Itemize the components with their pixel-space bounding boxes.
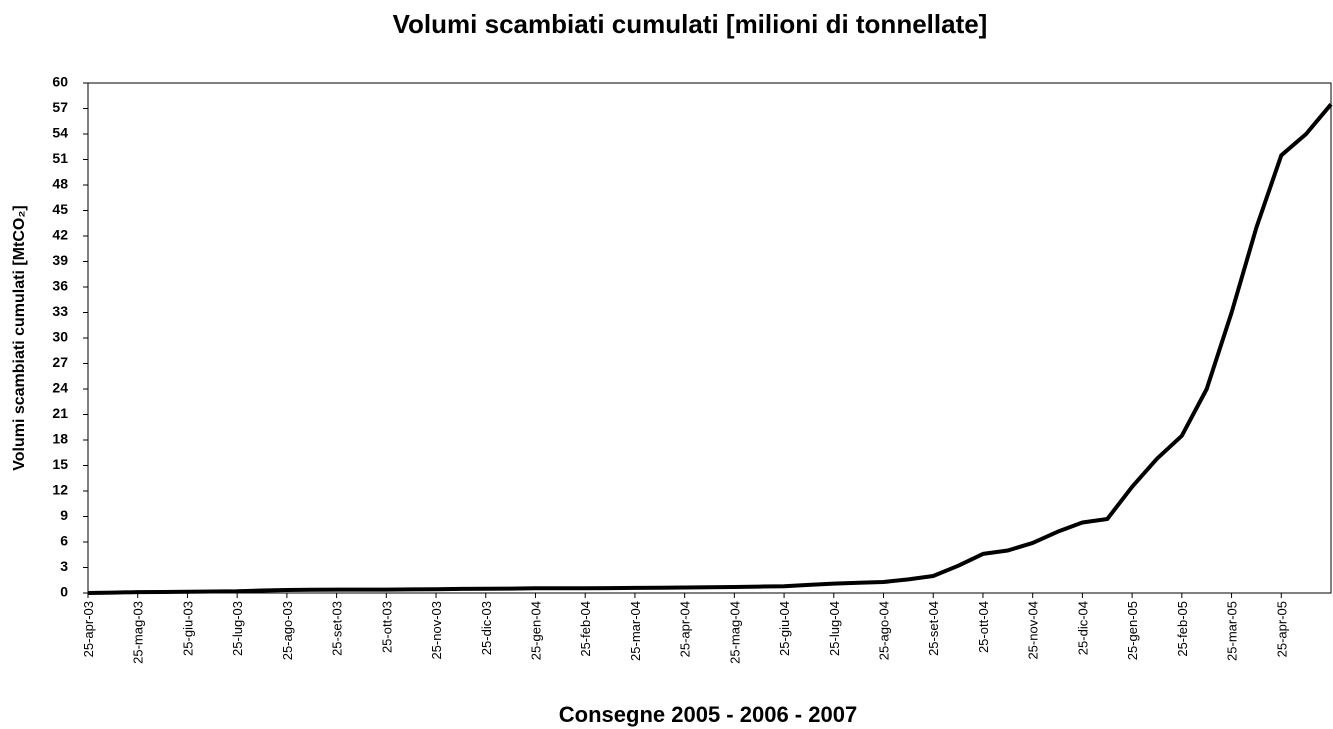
x-tick-label: 25-dic-03	[479, 601, 494, 655]
x-tick-label: 25-set-04	[926, 601, 941, 656]
x-tick-label: 25-ago-04	[877, 601, 892, 660]
y-tick-label: 12	[52, 482, 68, 498]
y-tick-label: 30	[52, 329, 68, 345]
y-axis-title: Volumi scambiati cumulati [MtCO₂]	[11, 205, 28, 471]
y-tick-label: 45	[52, 201, 68, 217]
x-tick-label: 25-gen-04	[528, 601, 543, 660]
y-tick-label: 57	[52, 99, 68, 115]
x-tick-label: 25-mag-04	[727, 601, 742, 664]
x-tick-label: 25-feb-05	[1175, 601, 1190, 657]
y-tick-label: 48	[52, 176, 68, 192]
x-tick-label: 25-ott-03	[379, 601, 394, 653]
y-tick-label: 42	[52, 227, 68, 243]
y-tick-label: 18	[52, 431, 68, 447]
x-tick-label: 25-gen-05	[1125, 601, 1140, 660]
y-tick-label: 51	[52, 150, 68, 166]
y-tick-label: 9	[60, 507, 68, 523]
x-tick-label: 25-mar-05	[1225, 601, 1240, 661]
x-tick-label: 25-mag-03	[131, 601, 146, 664]
x-tick-label: 25-lug-04	[827, 601, 842, 656]
x-tick-label: 25-nov-04	[1026, 601, 1041, 660]
x-tick-label: 25-apr-04	[678, 601, 693, 657]
x-tick-label: 25-apr-05	[1274, 601, 1289, 657]
x-tick-label: 25-feb-04	[578, 601, 593, 657]
x-tick-label: 25-lug-03	[230, 601, 245, 656]
y-tick-label: 54	[52, 125, 68, 141]
y-tick-label: 0	[60, 584, 68, 600]
y-tick-label: 33	[52, 303, 68, 319]
y-tick-label: 15	[52, 456, 68, 472]
x-tick-label: 25-nov-03	[429, 601, 444, 660]
x-tick-label: 25-set-03	[330, 601, 345, 656]
y-tick-label: 60	[52, 74, 68, 90]
y-tick-label: 6	[60, 533, 68, 549]
x-tick-label: 25-giu-04	[777, 601, 792, 656]
y-tick-label: 27	[52, 354, 68, 370]
y-tick-label: 21	[52, 405, 68, 421]
y-tick-label: 24	[52, 380, 68, 396]
x-axis-title: Consegne 2005 - 2006 - 2007	[559, 702, 857, 727]
data-line	[87, 103, 1333, 595]
x-tick-label: 25-mar-04	[628, 601, 643, 661]
x-tick-label: 25-giu-03	[180, 601, 195, 656]
y-tick-label: 39	[52, 252, 68, 268]
chart-title: Volumi scambiati cumulati [milioni di to…	[393, 9, 988, 39]
x-tick-label: 25-ott-04	[976, 601, 991, 653]
y-tick-label: 36	[52, 278, 68, 294]
y-tick-label: 3	[60, 558, 68, 574]
x-tick-label: 25-dic-04	[1075, 601, 1090, 655]
plot-frame	[87, 82, 1332, 594]
x-tick-label: 25-ago-03	[280, 601, 295, 660]
x-tick-label: 25-apr-03	[81, 601, 96, 657]
